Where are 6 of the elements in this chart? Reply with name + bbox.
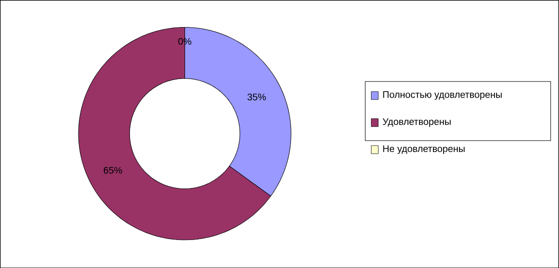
text: 0% bbox=[178, 38, 192, 45]
legend-label: Полностью удовлетворены bbox=[383, 91, 502, 100]
data-label: 35% bbox=[248, 93, 266, 100]
legend-label: Удовлетворены bbox=[382, 118, 451, 127]
legend-label: Не удовлетворены bbox=[383, 145, 465, 154]
data-label: 65% bbox=[104, 166, 122, 174]
